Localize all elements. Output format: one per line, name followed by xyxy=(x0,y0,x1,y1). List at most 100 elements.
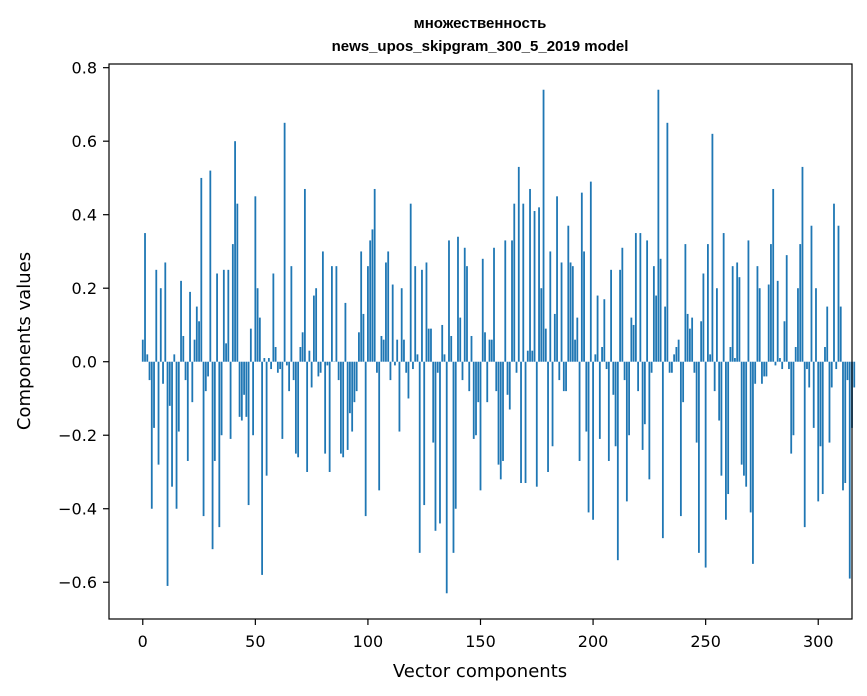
x-tick-label: 200 xyxy=(578,632,609,651)
bar-195 xyxy=(580,192,583,362)
bar-213 xyxy=(621,247,624,362)
bar-258 xyxy=(722,233,725,362)
bar-146 xyxy=(470,335,473,362)
bar-126 xyxy=(425,262,428,362)
bar-50 xyxy=(254,196,257,362)
bar-113 xyxy=(396,339,399,362)
bar-300 xyxy=(817,361,820,502)
bar-285 xyxy=(783,321,786,362)
bar-112 xyxy=(394,361,396,366)
bar-263 xyxy=(734,358,736,362)
bar-37 xyxy=(225,343,227,362)
bar-274 xyxy=(758,288,761,362)
bar-250 xyxy=(704,361,707,568)
x-axis-ticks: 0 50 100 150 200 250 300 xyxy=(138,619,834,651)
bar-5 xyxy=(153,361,155,428)
bar-151 xyxy=(481,258,484,362)
bar-158 xyxy=(497,361,500,465)
bar-118 xyxy=(407,361,410,399)
bar-15 xyxy=(175,361,178,509)
chart-title-line2: news_upos_skipgram_300_5_2019 model xyxy=(332,38,629,55)
bar-127 xyxy=(427,328,430,362)
bar-296 xyxy=(808,361,811,388)
y-tick-label: −0.2 xyxy=(58,426,97,445)
x-tick-label: 250 xyxy=(690,632,721,651)
bar-64 xyxy=(285,361,288,366)
bar-120 xyxy=(412,361,414,370)
bar-291 xyxy=(797,288,799,362)
bar-33 xyxy=(216,273,218,362)
bar-257 xyxy=(720,361,723,476)
bar-208 xyxy=(610,269,612,362)
bar-198 xyxy=(587,361,590,513)
bar-128 xyxy=(430,328,432,362)
bar-168 xyxy=(520,361,522,484)
bar-138 xyxy=(452,361,455,553)
bar-20 xyxy=(186,361,189,461)
bar-54 xyxy=(263,358,266,362)
bar-236 xyxy=(673,354,676,362)
bar-109 xyxy=(387,251,390,362)
bar-67 xyxy=(292,361,295,381)
bar-153 xyxy=(486,361,489,403)
bar-287 xyxy=(788,361,790,370)
bar-24 xyxy=(195,306,198,362)
bar-245 xyxy=(693,361,696,373)
bar-63 xyxy=(283,122,286,362)
bar-181 xyxy=(549,251,552,362)
bar-196 xyxy=(583,251,585,362)
bar-3 xyxy=(148,361,151,381)
bar-80 xyxy=(321,251,324,362)
bar-305 xyxy=(828,361,831,443)
bar-68 xyxy=(294,361,297,454)
bar-99 xyxy=(364,361,367,517)
bar-252 xyxy=(709,354,712,362)
bar-38 xyxy=(227,269,230,362)
bar-22 xyxy=(191,361,194,403)
bar-87 xyxy=(337,361,340,381)
bar-160 xyxy=(502,361,504,461)
bar-253 xyxy=(711,133,714,362)
bar-177 xyxy=(540,288,543,362)
bar-192 xyxy=(574,339,576,362)
y-tick-label: −0.4 xyxy=(58,500,97,519)
bar-164 xyxy=(511,240,513,362)
bar-40 xyxy=(231,244,234,362)
bar-34 xyxy=(218,361,221,528)
bar-149 xyxy=(477,361,480,403)
bar-53 xyxy=(261,361,263,575)
bar-259 xyxy=(725,361,727,520)
bar-12 xyxy=(168,361,171,406)
bar-8 xyxy=(159,288,162,362)
bar-200 xyxy=(592,361,594,520)
bar-244 xyxy=(691,317,694,362)
bar-13 xyxy=(171,361,173,487)
bar-267 xyxy=(743,361,745,476)
bar-65 xyxy=(288,361,291,392)
bar-71 xyxy=(301,332,304,362)
bar-178 xyxy=(542,89,545,362)
bar-147 xyxy=(472,361,475,439)
bar-272 xyxy=(754,361,757,384)
bar-35 xyxy=(220,361,223,436)
bar-84 xyxy=(331,266,333,362)
bar-36 xyxy=(222,269,225,362)
bar-235 xyxy=(670,361,673,373)
bar-279 xyxy=(770,244,772,362)
bar-188 xyxy=(565,361,567,392)
y-tick-label: 0.8 xyxy=(72,59,97,78)
bar-135 xyxy=(445,361,448,594)
bar-133 xyxy=(441,324,444,362)
bar-136 xyxy=(448,240,450,362)
bar-77 xyxy=(315,288,318,362)
bar-42 xyxy=(236,203,239,362)
bar-171 xyxy=(526,350,529,362)
bar-231 xyxy=(661,361,664,539)
bar-238 xyxy=(677,339,680,362)
bar-31 xyxy=(211,361,214,550)
bar-268 xyxy=(745,361,748,487)
bar-306 xyxy=(830,361,833,388)
bar-143 xyxy=(463,247,466,362)
bar-86 xyxy=(335,266,338,362)
bar-224 xyxy=(646,240,649,362)
